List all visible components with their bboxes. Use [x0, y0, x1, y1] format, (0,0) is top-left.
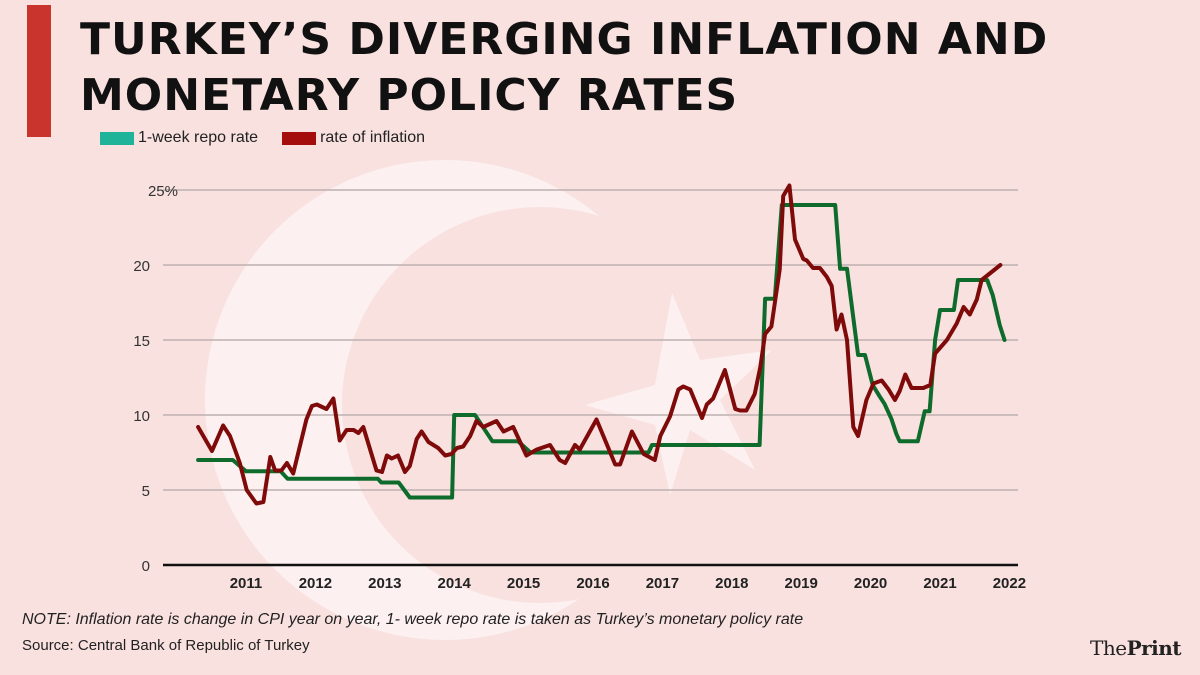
accent-bar — [27, 5, 51, 137]
legend-label-repo: 1-week repo rate — [138, 129, 259, 146]
x-tick-label: 2019 — [785, 575, 818, 592]
chart-title: TURKEY’S DIVERGING INFLATION AND MONETAR… — [80, 12, 1048, 124]
x-tick-label: 2022 — [993, 575, 1026, 592]
y-tick-label: 0 — [142, 558, 150, 575]
x-tick-label: 2014 — [438, 575, 472, 592]
legend-swatch-repo — [100, 131, 134, 145]
x-tick-label: 2018 — [715, 575, 748, 592]
title-line-2: MONETARY POLICY RATES — [80, 70, 739, 121]
x-tick-label: 2016 — [576, 575, 609, 592]
legend: 1-week repo rate rate of inflation — [100, 129, 425, 147]
x-tick-label: 2021 — [923, 575, 956, 592]
title-line-1: TURKEY’S DIVERGING INFLATION AND — [80, 14, 1049, 65]
y-tick-label: 15 — [133, 333, 150, 350]
x-tick-label: 2017 — [646, 575, 679, 592]
repo-rate-line — [196, 203, 1007, 500]
x-tick-label: 2011 — [230, 575, 263, 592]
theprint-logo: ThePrint — [1090, 636, 1182, 660]
y-tick-label: 25% — [148, 183, 178, 200]
inflation-line — [196, 183, 1003, 506]
legend-swatch-inflation — [282, 131, 317, 145]
chart-note: NOTE: Inflation rate is change in CPI ye… — [22, 611, 804, 628]
legend-item-repo: 1-week repo rate — [100, 129, 258, 147]
x-tick-label: 2013 — [368, 575, 401, 592]
x-tick-label: 2012 — [299, 575, 332, 592]
y-tick-label: 10 — [133, 408, 150, 425]
chart-source: Source: Central Bank of Republic of Turk… — [22, 637, 310, 654]
legend-label-inflation: rate of inflation — [320, 129, 426, 146]
x-tick-label: 2020 — [854, 575, 887, 592]
legend-item-inflation: rate of inflation — [282, 129, 425, 147]
y-tick-label: 5 — [142, 483, 150, 500]
x-tick-label: 2015 — [507, 575, 540, 592]
y-tick-label: 20 — [133, 258, 150, 275]
